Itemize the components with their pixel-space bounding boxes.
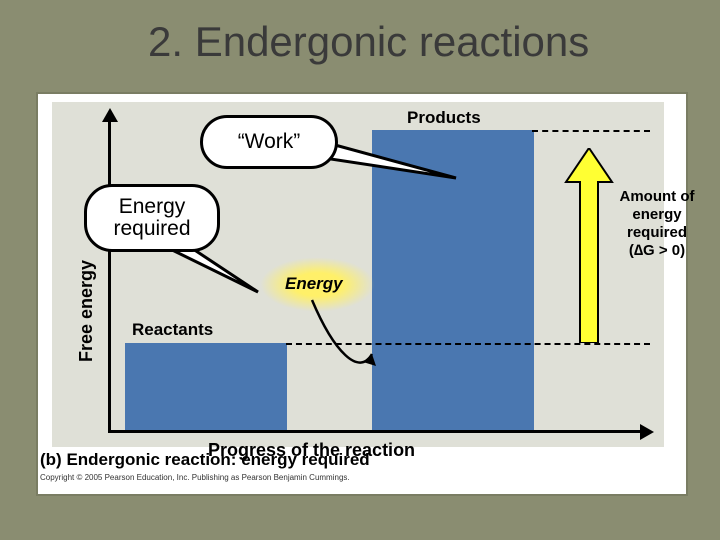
x-axis-arrow-icon — [640, 424, 654, 440]
energy-required-line1: Energy — [119, 195, 186, 218]
energy-required-line2: required — [113, 217, 190, 240]
amount-line-2: energy — [632, 206, 681, 223]
work-callout-text: “Work” — [238, 130, 301, 154]
dashed-line-products — [532, 130, 650, 132]
products-label: Products — [407, 108, 481, 128]
amount-line-4: (∆G > 0) — [629, 242, 685, 259]
work-callout-tail-icon — [320, 132, 460, 192]
slide: 2. Endergonic reactions Free energy Reac… — [0, 0, 720, 540]
y-axis-arrow-icon — [102, 108, 118, 122]
reactants-label: Reactants — [132, 320, 213, 340]
energy-required-callout: Energy required — [84, 184, 220, 252]
copyright-text: Copyright © 2005 Pearson Education, Inc.… — [40, 473, 350, 482]
amount-line-3: required — [627, 224, 687, 241]
work-callout: “Work” — [200, 115, 338, 169]
amount-line-1: Amount of — [620, 188, 695, 205]
amount-label: Amount of energy required (∆G > 0) — [607, 188, 707, 260]
y-axis — [108, 116, 111, 432]
slide-title: 2. Endergonic reactions — [148, 18, 589, 66]
reactants-bar — [125, 343, 287, 430]
x-axis — [108, 430, 646, 433]
figure-caption: (b) Endergonic reaction: energy required — [40, 450, 370, 470]
caption-text: Endergonic reaction: energy required — [62, 450, 370, 469]
y-axis-label: Free energy — [76, 260, 97, 362]
energy-label: Energy — [285, 274, 343, 294]
energy-curve-arrow-icon — [284, 292, 394, 392]
caption-prefix: (b) — [40, 450, 62, 470]
